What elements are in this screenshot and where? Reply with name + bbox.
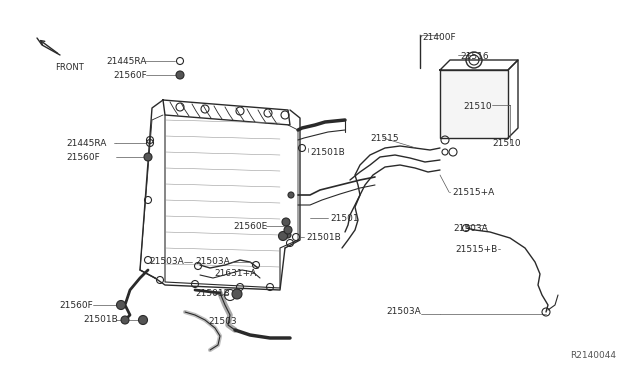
Text: 21515+B: 21515+B [456, 244, 498, 253]
Text: 21515+A: 21515+A [452, 187, 494, 196]
Bar [440, 70, 508, 138]
Circle shape [116, 301, 125, 310]
Text: 21560E: 21560E [234, 221, 268, 231]
Circle shape [288, 192, 294, 198]
Text: FRONT: FRONT [55, 62, 84, 71]
Text: 21501B: 21501B [310, 148, 345, 157]
Text: 21515: 21515 [370, 134, 399, 142]
Text: 21631+A: 21631+A [214, 269, 256, 279]
Text: 21445RA: 21445RA [107, 57, 147, 65]
Text: 21510: 21510 [463, 102, 492, 110]
Text: 21516: 21516 [460, 51, 488, 61]
Text: 21501B: 21501B [195, 289, 230, 298]
Circle shape [284, 226, 292, 234]
Circle shape [138, 315, 147, 324]
Text: 21560F: 21560F [113, 71, 147, 80]
Text: 21510: 21510 [492, 138, 520, 148]
Text: 21503A: 21503A [387, 307, 421, 315]
Text: 21501B: 21501B [83, 315, 118, 324]
Text: R2140044: R2140044 [570, 352, 616, 360]
Circle shape [282, 218, 290, 226]
Text: 21503A: 21503A [453, 224, 488, 232]
Text: 21501: 21501 [330, 214, 358, 222]
Circle shape [232, 289, 242, 299]
Text: 21445RA: 21445RA [66, 138, 106, 148]
Text: 21560F: 21560F [66, 153, 100, 161]
Circle shape [176, 71, 184, 79]
Circle shape [285, 232, 291, 238]
Text: 21503: 21503 [208, 317, 237, 327]
Text: 21503A: 21503A [149, 257, 184, 266]
Circle shape [121, 316, 129, 324]
Text: 21503A: 21503A [195, 257, 230, 266]
Circle shape [278, 231, 287, 241]
Circle shape [144, 153, 152, 161]
Text: 21400F: 21400F [422, 32, 456, 42]
Text: 21560F: 21560F [60, 301, 93, 310]
Text: 21501B: 21501B [306, 232, 340, 241]
